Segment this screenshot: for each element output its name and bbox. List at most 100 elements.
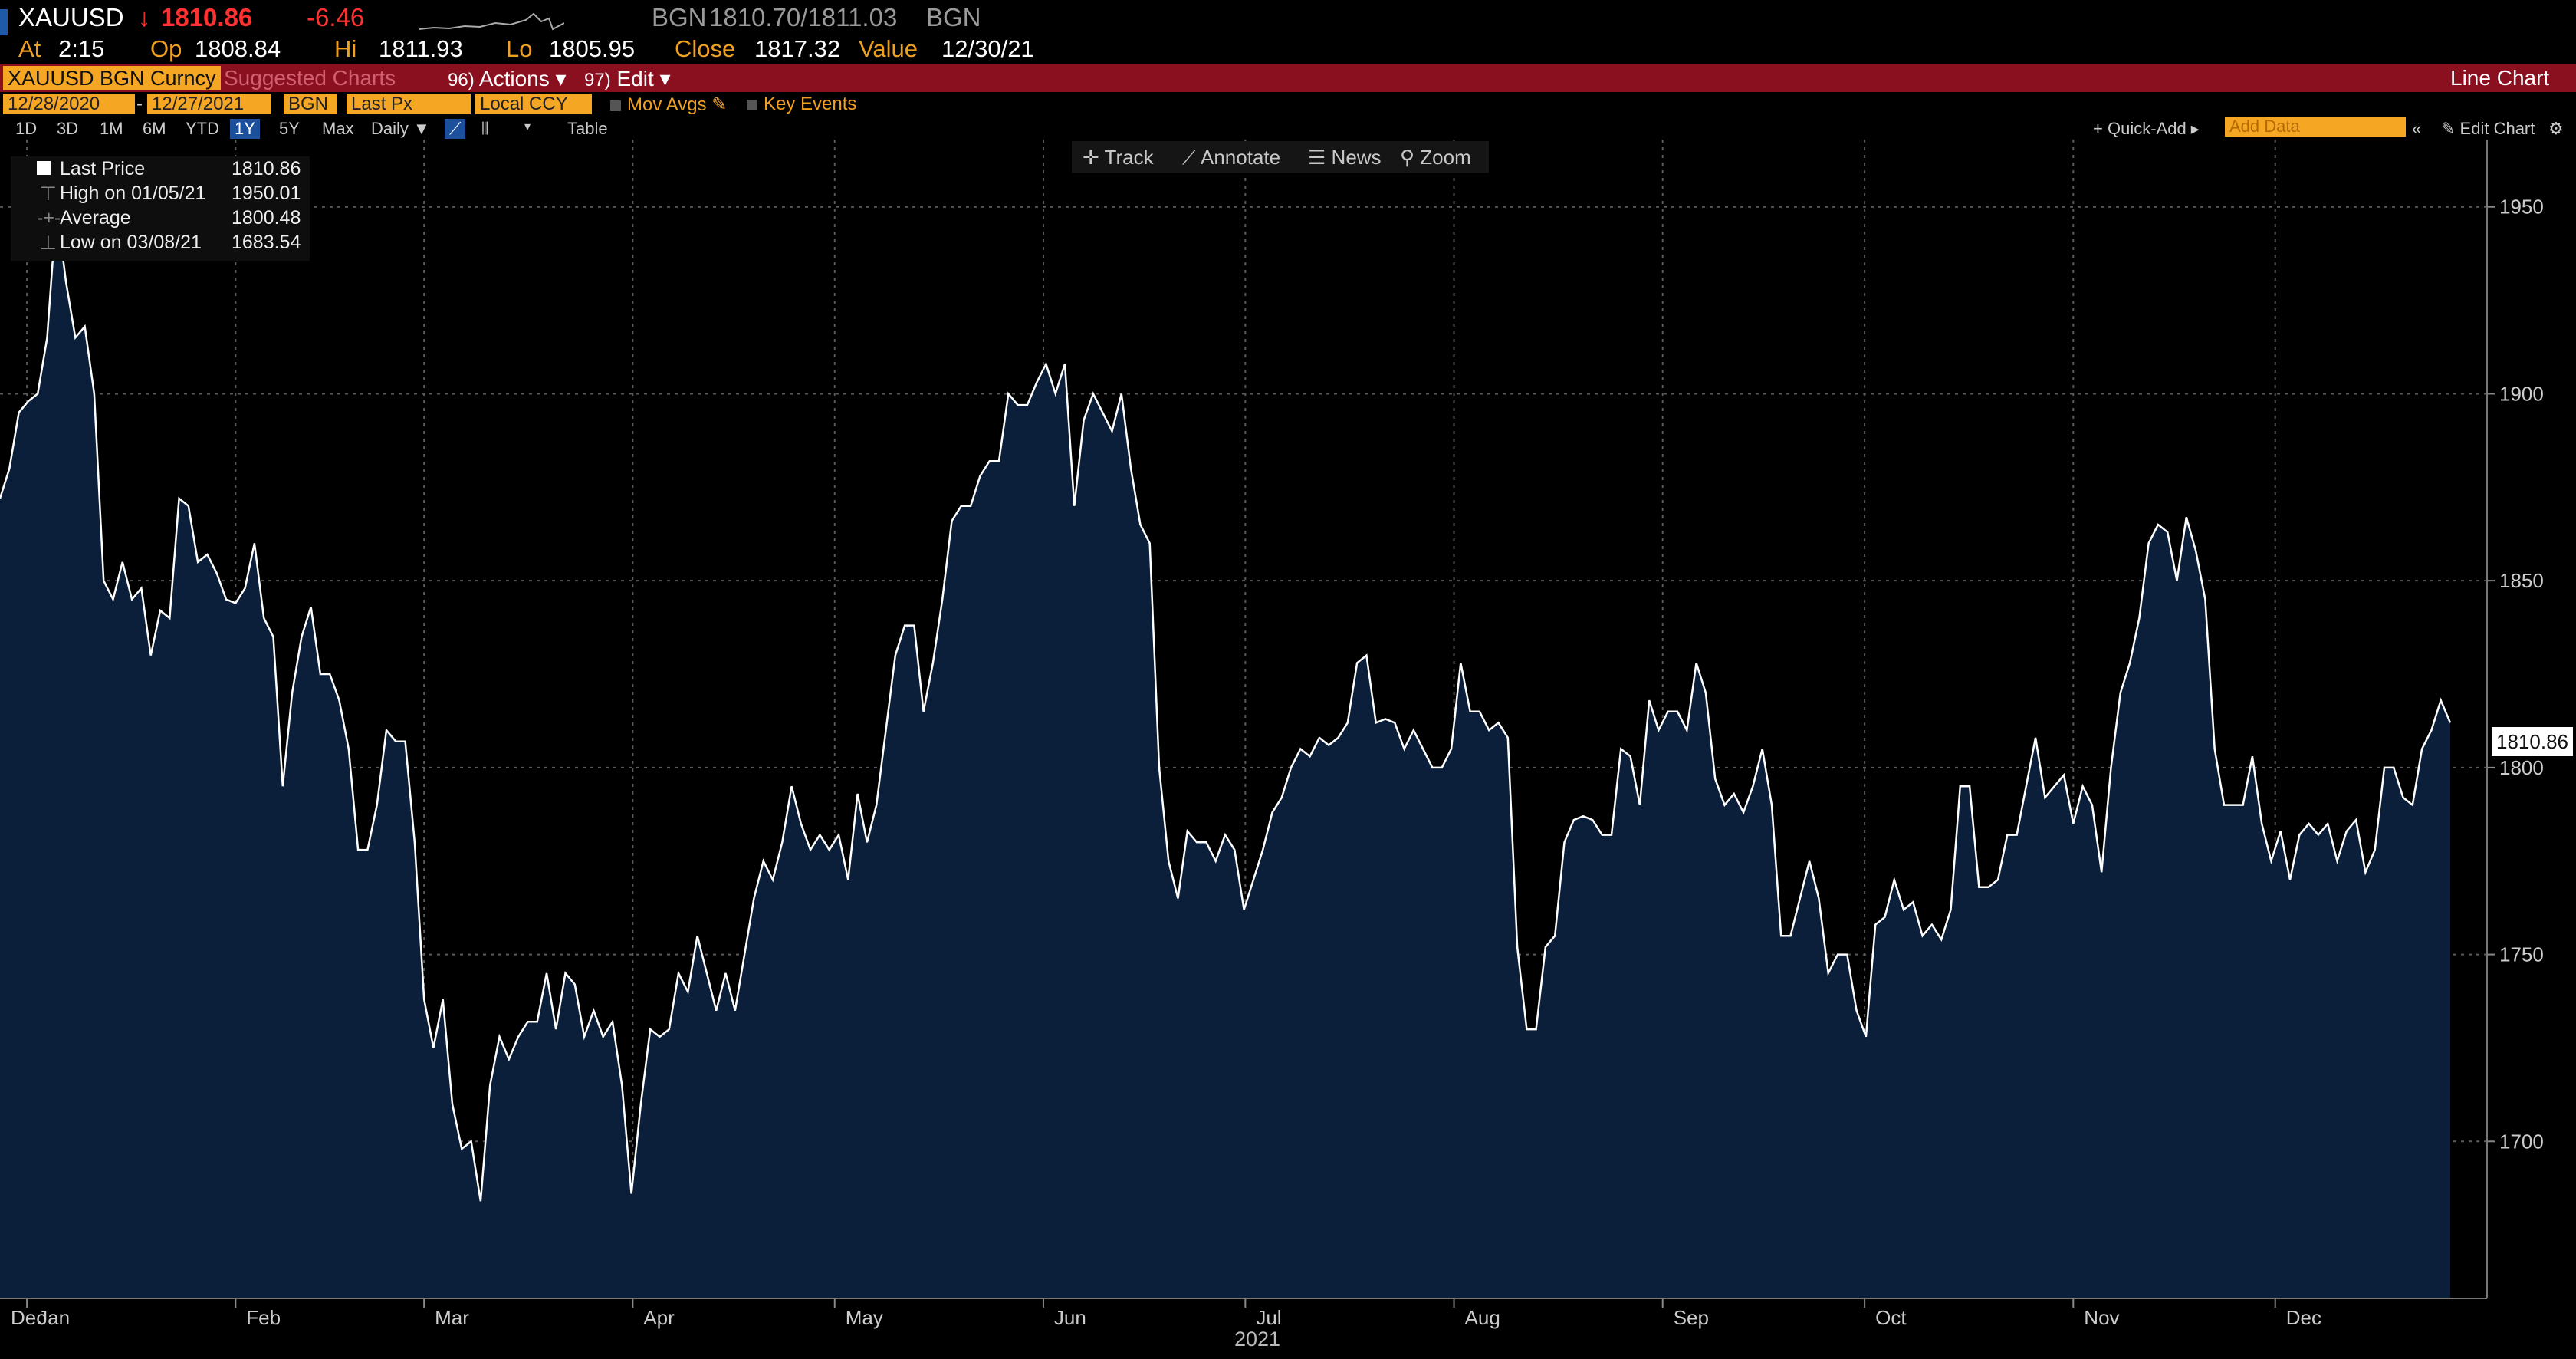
edit-menu[interactable]: 97) Edit ▾ xyxy=(584,67,671,90)
actions-number: 96) xyxy=(448,70,475,90)
mov-avgs-toggle[interactable]: Mov Avgs ✎ xyxy=(610,94,727,116)
legend-high-label: High on 01/05/21 xyxy=(60,183,206,204)
source-field[interactable]: BGN xyxy=(284,94,337,114)
quote-stats: At 2:15 Op 1808.84 Hi 1811.93 Lo 1805.95… xyxy=(0,35,2576,66)
open-label: Op xyxy=(150,35,182,62)
actions-menu[interactable]: 96) Actions ▾ xyxy=(448,67,567,90)
low-label: Lo xyxy=(506,35,533,62)
command-bar: Suggested Charts 96) Actions ▾ 97) Edit … xyxy=(0,64,2576,92)
value-date: 12/30/21 xyxy=(941,35,1034,62)
zoom-label: Zoom xyxy=(1420,146,1471,169)
net-change: -6.46 xyxy=(307,3,365,31)
legend-high-value: 1950.01 xyxy=(232,183,301,204)
collapse-icon[interactable]: « xyxy=(2412,119,2422,138)
last-price: 1810.86 xyxy=(161,3,253,31)
down-arrow-icon: ↓ xyxy=(138,3,151,31)
legend-average-label: Average xyxy=(60,207,131,229)
frequency-label: Daily xyxy=(371,119,409,138)
annotate-label: Annotate xyxy=(1201,146,1281,169)
period-1m[interactable]: 1M xyxy=(100,119,123,138)
close-value: 1817.32 xyxy=(754,35,841,62)
edit-number: 97) xyxy=(584,70,611,90)
key-events-checkbox[interactable] xyxy=(747,99,757,110)
legend-low-label: Low on 03/08/21 xyxy=(60,232,202,253)
settings-gear-icon[interactable]: ⚙ xyxy=(2548,119,2564,138)
ticker[interactable]: XAUUSD xyxy=(18,3,124,31)
chart-tools: ✛ Track ⟋ Annotate ☰ News ⚲ Zoom xyxy=(1072,141,1489,173)
last-price-swatch xyxy=(37,161,51,175)
field-select[interactable]: Last Px xyxy=(347,94,471,114)
edit-chart-button[interactable]: ✎ Edit Chart xyxy=(2441,119,2535,138)
value-label: Value xyxy=(859,35,918,62)
high-value: 1811.93 xyxy=(379,35,463,62)
x-tick-label: Dec xyxy=(11,1306,46,1329)
ticker-flag xyxy=(0,9,8,35)
quote-header: XAUUSD ↓ 1810.86 -6.46 BGN 1810.70/1811.… xyxy=(0,3,2576,37)
edit-chart-label: Edit Chart xyxy=(2459,119,2535,138)
x-tick-label: Sep xyxy=(1674,1306,1709,1329)
actions-label: Actions xyxy=(478,67,550,90)
period-row: 1D 3D 1M 6M YTD 1Y 5Y Max Daily ▼ ⟋ ⫴ ▾ … xyxy=(0,117,2576,140)
price-area xyxy=(0,206,2450,1299)
y-tick-label: 1950 xyxy=(2499,196,2544,219)
period-1y[interactable]: 1Y xyxy=(230,119,260,139)
chart-legend: Last Price 1810.86 ⊤ High on 01/05/21 19… xyxy=(11,156,310,261)
period-1d[interactable]: 1D xyxy=(15,119,38,138)
x-tick-label: Jan xyxy=(38,1306,70,1329)
line-chart-icon[interactable]: ⟋ xyxy=(445,119,466,139)
y-tick-label: 1750 xyxy=(2499,943,2544,966)
high-marker-icon: ⊤ xyxy=(40,183,57,205)
table-button[interactable]: Table xyxy=(567,119,608,138)
annotate-tool[interactable]: ⟋ Annotate xyxy=(1182,146,1281,169)
x-tick-label: Jul xyxy=(1256,1306,1281,1329)
start-date-field[interactable]: 12/28/2020 xyxy=(3,94,135,114)
end-date-field[interactable]: 12/27/2021 xyxy=(147,94,271,114)
low-marker-icon: ⊥ xyxy=(40,232,57,254)
x-tick-label: Dec xyxy=(2286,1306,2321,1329)
currency-select[interactable]: Local CCY xyxy=(475,94,592,114)
track-tool[interactable]: ✛ Track xyxy=(1083,146,1154,169)
mov-avgs-label: Mov Avgs xyxy=(627,94,707,115)
at-label: At xyxy=(18,35,41,62)
zoom-tool[interactable]: ⚲ Zoom xyxy=(1400,146,1471,169)
date-separator: - xyxy=(136,94,143,114)
period-5y[interactable]: 5Y xyxy=(279,119,300,138)
bar-chart-icon[interactable]: ⫴ xyxy=(481,119,489,138)
legend-last-label: Last Price xyxy=(60,158,146,179)
track-label: Track xyxy=(1104,146,1154,169)
close-label: Close xyxy=(675,35,736,62)
x-tick-label: Mar xyxy=(435,1306,469,1329)
settings-row: 12/28/2020 - 12/27/2021 BGN Last Px Loca… xyxy=(0,92,2576,117)
period-6m[interactable]: 6M xyxy=(143,119,166,138)
open-value: 1808.84 xyxy=(195,35,281,62)
news-tool[interactable]: ☰ News xyxy=(1308,146,1382,169)
key-events-label: Key Events xyxy=(764,94,857,114)
y-tick-label: 1700 xyxy=(2499,1130,2544,1153)
quick-add-button[interactable]: + Quick-Add ▸ xyxy=(2093,119,2200,138)
suggested-charts-button[interactable]: Suggested Charts xyxy=(224,66,396,90)
frequency-select[interactable]: Daily ▼ xyxy=(371,119,430,138)
period-3d[interactable]: 3D xyxy=(57,119,79,138)
chart-type-dropdown-icon[interactable]: ▾ xyxy=(524,120,531,133)
add-data-input[interactable]: Add Data xyxy=(2225,117,2406,137)
period-max[interactable]: Max xyxy=(322,119,354,138)
y-tick-label: 1900 xyxy=(2499,382,2544,405)
edit-label: Edit xyxy=(616,67,654,90)
bid-ask: 1810.70/1811.03 xyxy=(709,3,898,31)
y-tick-label: 1850 xyxy=(2499,569,2544,592)
quick-add-label: Quick-Add xyxy=(2107,119,2187,138)
average-marker-icon: -+- xyxy=(37,207,61,229)
mov-avgs-checkbox[interactable] xyxy=(610,100,621,111)
period-ytd[interactable]: YTD xyxy=(186,119,219,138)
quote-time: 2:15 xyxy=(58,35,105,62)
sparkline-icon xyxy=(419,12,564,31)
x-tick-label: Jun xyxy=(1054,1306,1086,1329)
key-events-toggle[interactable]: Key Events xyxy=(747,94,856,115)
security-field[interactable]: XAUUSD BGN Curncy xyxy=(3,66,221,90)
x-tick-label: Feb xyxy=(246,1306,281,1329)
x-tick-label: Nov xyxy=(2084,1306,2119,1329)
x-tick-label: Oct xyxy=(1875,1306,1907,1329)
last-value-badge: 1810.86 xyxy=(2492,727,2573,756)
legend-low-value: 1683.54 xyxy=(232,232,301,253)
